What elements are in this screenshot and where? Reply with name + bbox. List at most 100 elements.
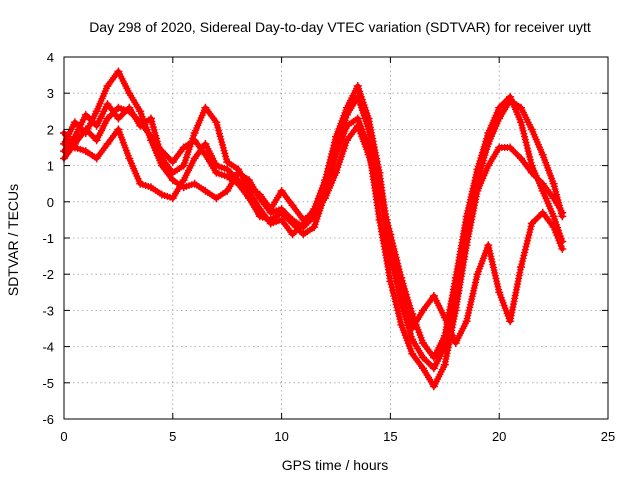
data-point <box>364 150 373 159</box>
data-point <box>147 183 155 192</box>
data-point <box>332 168 340 177</box>
data-point <box>517 154 525 163</box>
data-point <box>462 212 471 221</box>
data-point <box>136 121 145 130</box>
data-point <box>212 168 221 177</box>
data-point <box>495 288 504 297</box>
data-point <box>353 121 362 130</box>
data-point <box>223 172 232 181</box>
data-point <box>353 114 362 123</box>
data-point <box>517 263 525 271</box>
data-point <box>201 103 210 112</box>
data-point <box>288 201 297 210</box>
x-tick-label: 20 <box>492 429 506 444</box>
y-tick-label: -4 <box>42 340 54 355</box>
data-point <box>255 205 264 213</box>
data-point <box>212 194 221 203</box>
data-point <box>310 208 319 217</box>
y-tick-label: -6 <box>42 412 54 427</box>
data-point <box>375 186 384 195</box>
data-point <box>484 129 493 137</box>
data-point <box>451 273 460 282</box>
data-point <box>408 310 417 318</box>
data-point <box>558 237 567 246</box>
y-tick-label: 1 <box>47 159 54 174</box>
data-point <box>386 277 395 286</box>
data-point <box>212 118 221 127</box>
data-point <box>495 103 504 112</box>
y-tick-label: 3 <box>47 86 54 101</box>
data-point <box>364 114 373 123</box>
data-point <box>277 186 286 195</box>
data-point <box>168 194 177 203</box>
data-point <box>114 125 123 134</box>
data-point <box>288 215 297 224</box>
y-tick-label: -3 <box>42 303 54 318</box>
data-point <box>386 230 395 239</box>
data-point <box>157 154 166 163</box>
x-axis-label: GPS time / hours <box>282 457 389 473</box>
data-point <box>136 179 145 188</box>
data-point <box>473 270 482 279</box>
y-tick-label: -1 <box>42 231 54 246</box>
data-point <box>223 186 232 195</box>
data-point <box>147 136 155 145</box>
chart-title: Day 298 of 2020, Sidereal Day-to-day VTE… <box>89 19 591 35</box>
data-point <box>81 129 90 137</box>
data-point <box>157 190 166 199</box>
data-point <box>70 132 79 141</box>
data-point <box>419 353 427 362</box>
data-point <box>353 82 362 90</box>
data-point <box>419 364 427 373</box>
data-point <box>549 194 558 203</box>
data-point <box>419 339 427 347</box>
data-point <box>179 143 188 152</box>
data-point <box>484 241 493 250</box>
data-point <box>506 143 515 152</box>
data-point <box>321 194 330 203</box>
data-point <box>429 382 438 391</box>
data-point <box>506 317 515 326</box>
data-point <box>484 161 493 170</box>
data-point <box>429 291 438 300</box>
data-point <box>321 176 330 185</box>
data-point <box>255 190 264 199</box>
data-point <box>245 183 253 192</box>
data-point <box>429 364 438 373</box>
x-tick-label: 10 <box>274 429 288 444</box>
data-point <box>451 306 460 315</box>
data-point <box>136 107 145 116</box>
data-point <box>527 161 536 170</box>
data-point <box>397 320 406 329</box>
data-point <box>147 114 155 123</box>
data-point <box>92 154 101 163</box>
y-tick-label: 2 <box>47 122 54 137</box>
data-point <box>462 317 471 326</box>
data-point <box>125 103 134 112</box>
data-point <box>114 67 123 76</box>
axis-ticks: 0 5 10 15 20 25 -6 -5 -4 -3 -2 -1 0 1 2 3 4 <box>42 50 615 444</box>
data-point <box>125 154 134 163</box>
data-point <box>168 158 177 166</box>
data-point <box>92 107 101 116</box>
data-point <box>538 186 547 195</box>
data-point <box>517 103 525 112</box>
data-point <box>375 215 384 224</box>
data-point <box>310 223 319 232</box>
data-point <box>440 360 449 369</box>
data-point <box>201 186 210 195</box>
data-point <box>495 143 504 152</box>
data-point <box>70 143 79 152</box>
x-tick-label: 0 <box>60 429 67 444</box>
y-tick-label: -2 <box>42 267 54 282</box>
data-point <box>81 110 90 119</box>
data-point <box>558 244 567 253</box>
x-tick-label: 15 <box>383 429 397 444</box>
data-point <box>408 324 417 333</box>
data-point <box>212 161 221 170</box>
data-point <box>201 139 210 148</box>
data-point <box>103 139 112 148</box>
data-point <box>473 165 482 174</box>
data-point <box>179 161 188 170</box>
